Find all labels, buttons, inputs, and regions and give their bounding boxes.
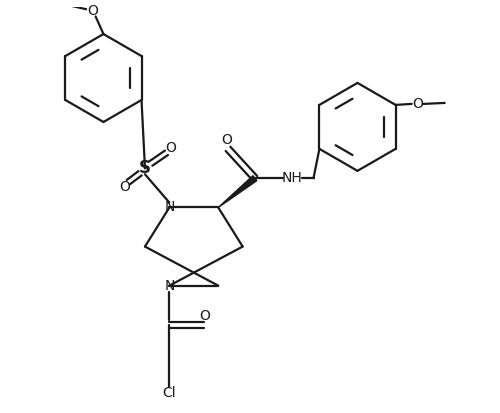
Text: O: O: [222, 133, 232, 147]
Text: O: O: [199, 309, 210, 323]
Text: O: O: [412, 97, 423, 111]
Text: O: O: [119, 180, 130, 194]
Text: Cl: Cl: [162, 386, 176, 400]
Text: N: N: [164, 279, 174, 293]
Text: O: O: [165, 141, 176, 155]
Text: O: O: [88, 4, 98, 18]
Text: S: S: [139, 159, 151, 178]
Polygon shape: [218, 176, 257, 207]
Text: N: N: [164, 200, 174, 214]
Text: NH: NH: [281, 171, 302, 185]
